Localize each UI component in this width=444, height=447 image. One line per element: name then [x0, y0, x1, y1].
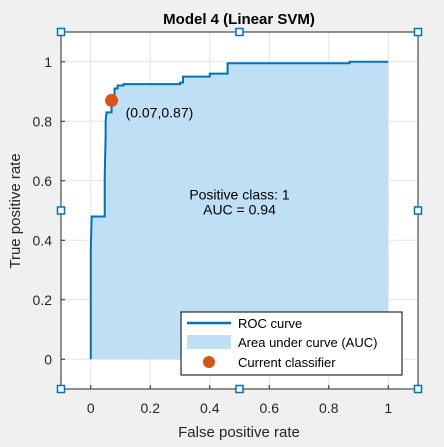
x-tick-label: 0 [87, 400, 95, 416]
resize-handle[interactable] [413, 384, 423, 394]
x-tick-label: 1 [384, 400, 392, 416]
resize-handle[interactable] [56, 27, 66, 37]
roc-curve-line [89, 60, 389, 360]
y-tick-label: 0.6 [33, 173, 53, 189]
legend-classifier-label: Current classifier [238, 355, 336, 370]
legend-roc-label: ROC curve [238, 316, 302, 331]
selection-handles[interactable] [56, 27, 423, 394]
resize-handle[interactable] [56, 206, 66, 215]
legend-auc-label: Area under curve (AUC) [238, 335, 377, 350]
y-axis-label: True positive rate [7, 153, 24, 268]
resize-handle[interactable] [235, 27, 244, 37]
current-classifier-marker [105, 93, 119, 107]
x-tick-label: 0.6 [260, 400, 280, 416]
legend: ROC curve Area under curve (AUC) Current… [180, 311, 403, 376]
positive-class-label: Positive class: 1 [189, 187, 290, 203]
x-tick-label: 0.8 [319, 400, 339, 416]
resize-handle[interactable] [56, 384, 66, 394]
auc-label: AUC = 0.94 [203, 202, 276, 218]
resize-handle[interactable] [413, 27, 423, 37]
chart-title: Model 4 (Linear SVM) [163, 11, 315, 28]
y-tick-label: 1 [44, 54, 52, 70]
auc-area [90, 61, 389, 360]
y-tick-label: 0.2 [33, 292, 53, 308]
y-tick-label: 0 [44, 351, 52, 367]
legend-auc-swatch [187, 335, 231, 349]
y-tick-label: 0.4 [33, 232, 53, 248]
y-tick-label: 0.8 [33, 113, 53, 129]
resize-handle[interactable] [235, 384, 244, 394]
x-axis-label: False positive rate [178, 424, 300, 441]
current-classifier-label: (0.07,0.87) [126, 104, 194, 120]
resize-handle[interactable] [413, 206, 423, 215]
legend-classifier-swatch [203, 356, 215, 368]
x-tick-label: 0.2 [141, 400, 161, 416]
x-tick-label: 0.4 [200, 400, 220, 416]
